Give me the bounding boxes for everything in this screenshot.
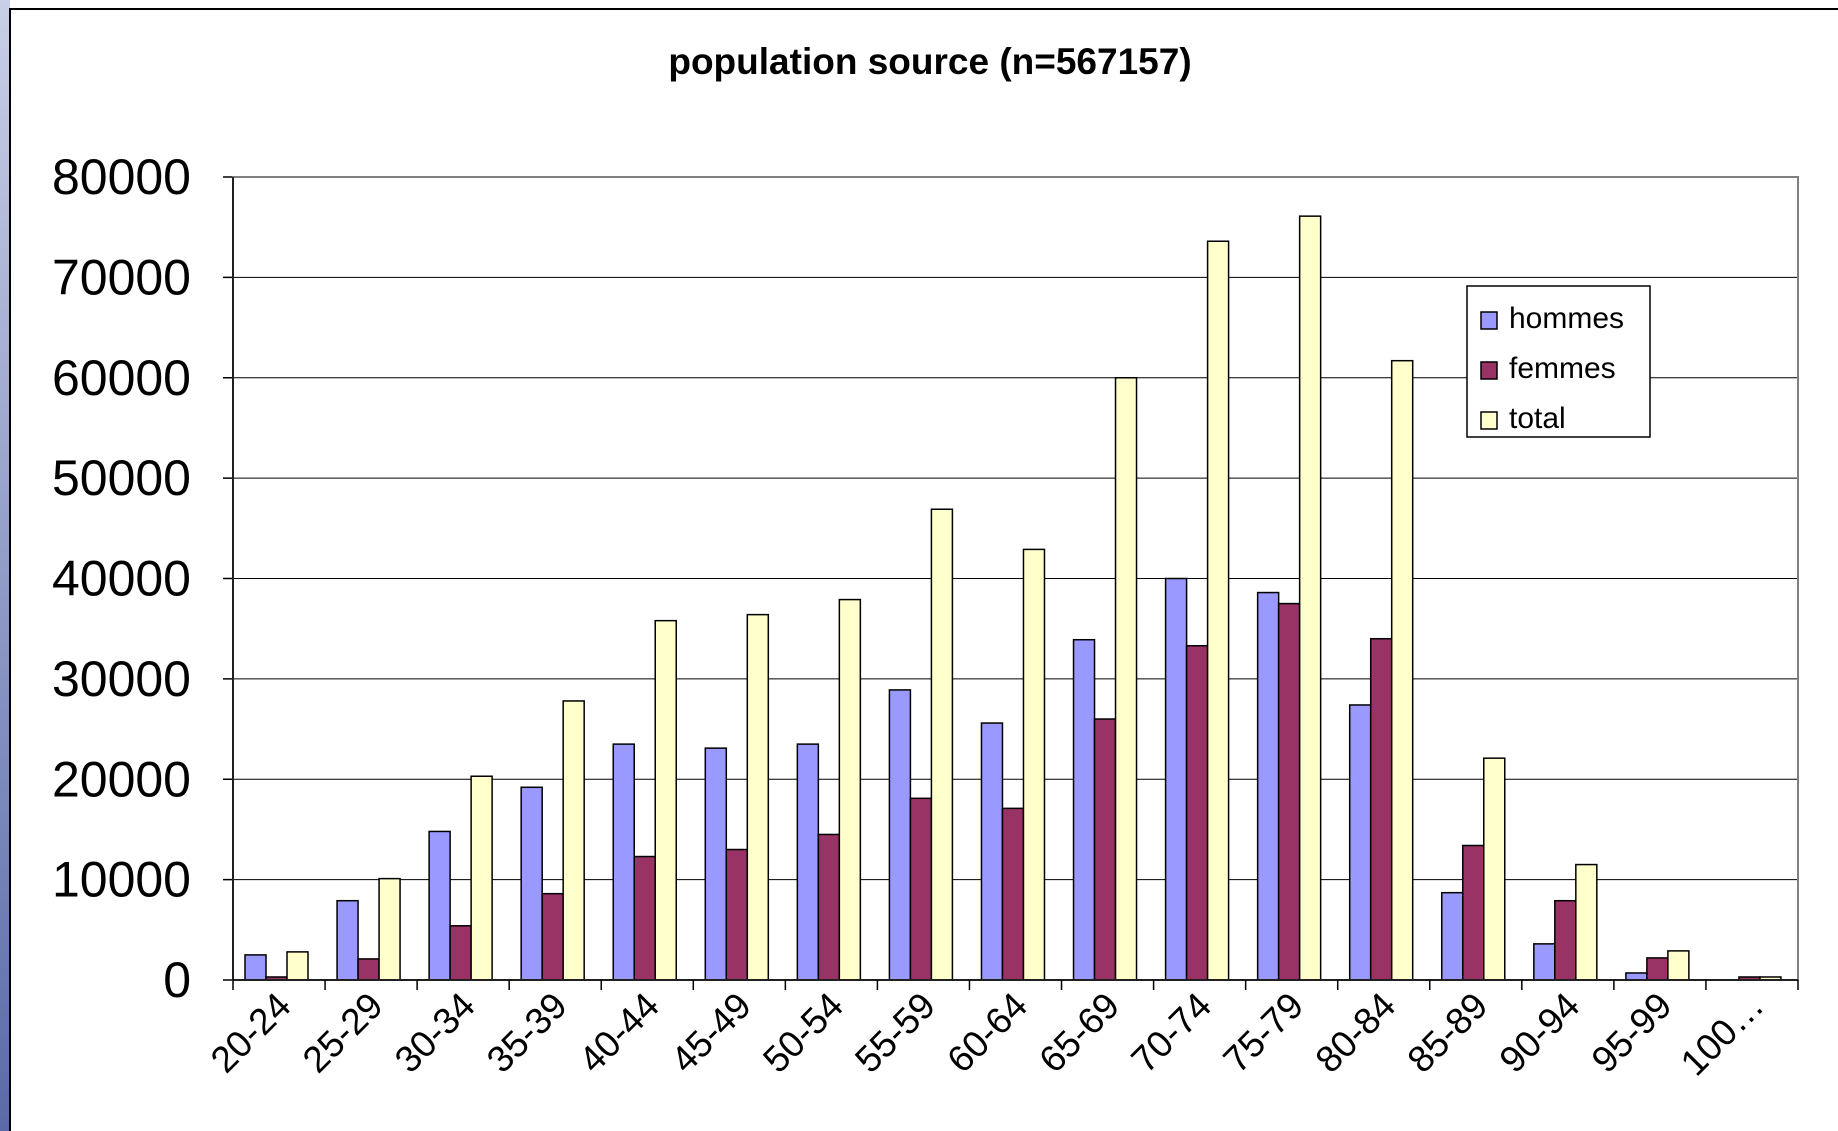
bar-femmes-70-74 xyxy=(1185,645,1209,981)
bar-femmes-30-34 xyxy=(449,925,472,981)
y-tick-label: 50000 xyxy=(52,450,191,506)
bar-femmes-95-99 xyxy=(1646,957,1669,981)
bar-femmes-25-29 xyxy=(357,958,380,981)
bar-femmes-40-44 xyxy=(633,855,656,981)
x-tick-label: 50-54 xyxy=(755,985,851,1081)
y-tick-label: 20000 xyxy=(52,751,191,807)
bar-hommes-20-24 xyxy=(244,954,267,981)
x-tick-label: 95-99 xyxy=(1584,985,1680,1081)
bar-total-75-79 xyxy=(1298,215,1322,981)
bar-total-70-74 xyxy=(1206,240,1230,981)
bar-hommes-80-84 xyxy=(1348,704,1372,981)
bar-total-30-34 xyxy=(470,775,493,981)
bar-total-40-44 xyxy=(654,619,677,981)
bar-hommes-50-54 xyxy=(796,743,820,981)
bar-hommes-65-69 xyxy=(1072,638,1096,981)
bar-femmes-85-89 xyxy=(1462,844,1485,981)
y-tick-label: 30000 xyxy=(52,651,191,707)
x-tick-label: 90-94 xyxy=(1492,985,1588,1081)
x-tick-label: 80-84 xyxy=(1307,985,1403,1081)
y-tick-label: 40000 xyxy=(52,551,191,607)
bar-femmes-35-39 xyxy=(541,892,564,981)
bar-femmes-50-54 xyxy=(817,833,841,981)
x-tick-label: 35-39 xyxy=(479,985,575,1081)
legend-label-total: total xyxy=(1509,402,1566,435)
bar-total-35-39 xyxy=(562,700,585,981)
bar-femmes-45-49 xyxy=(725,848,749,981)
bar-hommes-30-34 xyxy=(428,830,451,981)
bar-total-65-69 xyxy=(1114,377,1138,981)
bar-total-85-89 xyxy=(1483,757,1506,981)
legend-swatch-femmes xyxy=(1480,361,1498,380)
bar-femmes-60-64 xyxy=(1001,807,1025,981)
bar-total-80-84 xyxy=(1390,359,1414,981)
bar-femmes-55-59 xyxy=(909,797,933,981)
y-tick-label: 80000 xyxy=(52,149,191,205)
bar-total-55-59 xyxy=(930,508,954,981)
x-tick-label: 45-49 xyxy=(663,985,759,1081)
bar-hommes-70-74 xyxy=(1164,577,1188,981)
bar-hommes-45-49 xyxy=(704,747,728,981)
bar-hommes-75-79 xyxy=(1256,591,1280,981)
chart-title: population source (n=567157) xyxy=(668,41,1191,82)
bar-femmes-80-84 xyxy=(1369,637,1393,981)
bar-total-95-99 xyxy=(1667,950,1690,981)
x-tick-label: 40-44 xyxy=(571,985,667,1081)
bar-total-25-29 xyxy=(378,877,401,981)
x-tick-label: 25-29 xyxy=(295,985,391,1081)
y-tick-label: 0 xyxy=(163,952,191,1008)
legend-label-hommes: hommes xyxy=(1509,302,1624,335)
x-tick-label: 65-69 xyxy=(1031,985,1127,1081)
x-tick-label: 75-79 xyxy=(1215,985,1311,1081)
y-tick-label: 70000 xyxy=(52,249,191,305)
bar-total-20-24 xyxy=(286,951,309,981)
legend-swatch-total xyxy=(1480,411,1498,430)
bar-hommes-95-99 xyxy=(1625,972,1648,981)
legend-label-femmes: femmes xyxy=(1509,352,1616,385)
y-tick-label: 60000 xyxy=(52,350,191,406)
x-tick-label: 55-59 xyxy=(847,985,943,1081)
x-tick-label: 20-24 xyxy=(203,985,299,1081)
bar-total-45-49 xyxy=(746,613,770,981)
bar-femmes-90-94 xyxy=(1554,899,1577,981)
y-tick-label: 10000 xyxy=(52,852,191,908)
bar-total-90-94 xyxy=(1575,863,1598,981)
bar-hommes-35-39 xyxy=(520,786,543,981)
bars xyxy=(244,215,1782,981)
x-tick-label: 30-34 xyxy=(387,985,483,1081)
bar-hommes-85-89 xyxy=(1441,891,1464,981)
slide-edge-strip xyxy=(0,0,10,1131)
x-tick-label: 70-74 xyxy=(1123,985,1219,1081)
bar-femmes-75-79 xyxy=(1277,602,1301,981)
bar-hommes-55-59 xyxy=(888,689,912,981)
x-tick-label: 100… xyxy=(1673,985,1772,1084)
x-tick-label: 85-89 xyxy=(1400,985,1496,1081)
bar-total-50-54 xyxy=(838,598,862,981)
bar-femmes-65-69 xyxy=(1093,718,1117,981)
x-tick-label: 60-64 xyxy=(939,985,1035,1081)
legend-swatch-hommes xyxy=(1480,311,1498,330)
bar-hommes-90-94 xyxy=(1533,943,1556,981)
chart-frame xyxy=(9,8,1838,1131)
bar-hommes-25-29 xyxy=(336,899,359,981)
legend: hommes femmes total xyxy=(1466,285,1651,438)
bar-hommes-40-44 xyxy=(612,743,635,981)
bar-hommes-60-64 xyxy=(980,722,1004,981)
bar-total-60-64 xyxy=(1022,548,1046,981)
